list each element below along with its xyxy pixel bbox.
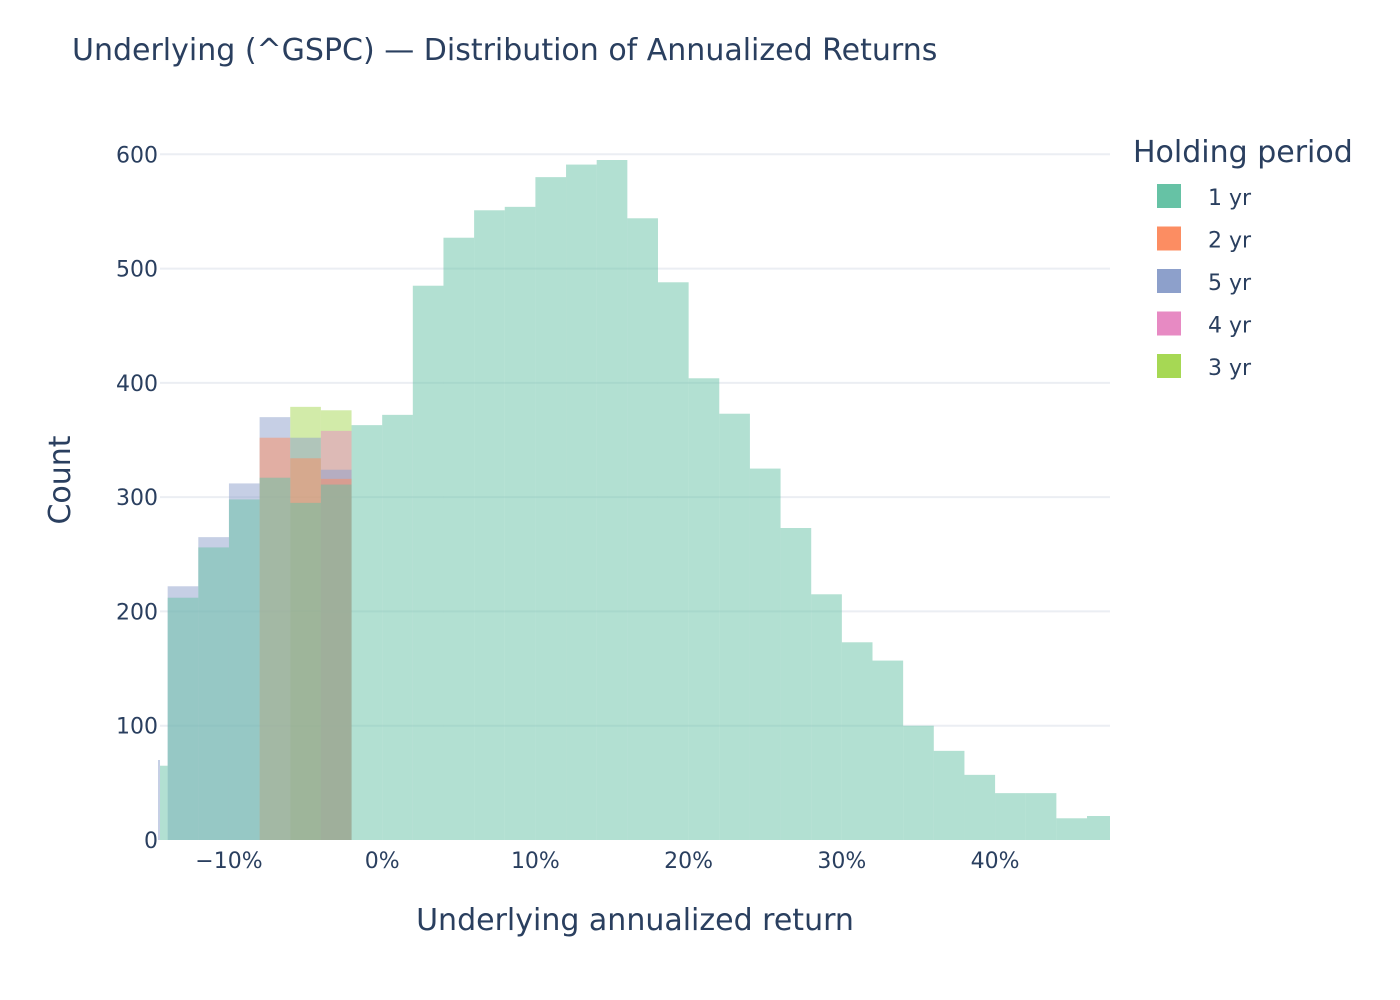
y-axis-ticks: 0 100 200 300 400 500 600 xyxy=(116,143,158,854)
histogram-bar-5yr xyxy=(158,760,160,840)
histogram-bar-1yr xyxy=(780,528,812,840)
legend-swatch xyxy=(1157,354,1181,378)
histogram-bar-1yr xyxy=(320,484,352,840)
histogram-bar-1yr xyxy=(903,725,934,840)
histogram-bar-1yr xyxy=(535,177,567,841)
histogram-bar-1yr xyxy=(443,237,475,840)
chart-title: Underlying (^GSPC) — Distribution of Ann… xyxy=(72,33,937,68)
x-tick-label: 0% xyxy=(365,849,400,874)
histogram-bar-1yr xyxy=(688,378,720,840)
histogram-bar-1yr xyxy=(964,774,996,840)
x-tick-label: 10% xyxy=(511,849,560,874)
histogram-bar-1yr xyxy=(566,164,597,841)
legend-label: 5 yr xyxy=(1208,271,1252,296)
histogram-bar-1yr xyxy=(198,547,229,840)
legend-label: 3 yr xyxy=(1208,356,1252,381)
histogram-bar-1yr xyxy=(290,502,321,840)
histogram-bar-1yr xyxy=(228,499,260,840)
legend-swatch xyxy=(1157,226,1181,251)
x-tick-label: 20% xyxy=(664,849,713,874)
histogram-bar-1yr xyxy=(811,594,842,840)
y-tick-label: 0 xyxy=(144,829,158,854)
y-tick-label: 600 xyxy=(116,143,158,168)
legend-label: 2 yr xyxy=(1208,229,1252,254)
x-tick-label: −10% xyxy=(195,849,262,874)
histogram-bar-1yr xyxy=(995,793,1026,840)
x-tick-label: 30% xyxy=(817,849,866,874)
histogram-bar-1yr xyxy=(504,206,536,840)
histogram-bar-1yr xyxy=(872,660,904,840)
histogram-bar-1yr xyxy=(1087,816,1110,840)
legend-label: 4 yr xyxy=(1208,314,1252,339)
histogram-bar-1yr xyxy=(412,285,444,840)
legend-swatch xyxy=(1157,269,1181,293)
x-axis-title: Underlying annualized return xyxy=(416,903,854,938)
y-tick-label: 100 xyxy=(116,715,158,740)
y-tick-label: 300 xyxy=(116,486,158,511)
legend-swatch xyxy=(1157,184,1181,208)
legend-label: 1 yr xyxy=(1208,186,1252,211)
histogram-bar-1yr xyxy=(1025,793,1057,840)
y-tick-label: 200 xyxy=(116,600,158,625)
histogram-bar-1yr xyxy=(933,750,965,840)
y-axis-title: Count xyxy=(43,435,78,524)
histogram-bar-1yr xyxy=(627,218,658,841)
histogram-bar-1yr xyxy=(749,468,781,840)
histogram-bar-1yr xyxy=(1056,818,1088,840)
histogram-bar-1yr xyxy=(259,477,291,840)
histogram-bar-1yr xyxy=(841,642,873,840)
y-tick-label: 400 xyxy=(116,372,158,397)
legend: Holding period 1 yr 2 yr 5 yr 4 yr 3 yr xyxy=(1133,135,1353,381)
x-axis-ticks: −10% 0% 10% 20% 30% 40% xyxy=(195,849,1019,874)
y-tick-label: 500 xyxy=(116,258,158,283)
bars-layer-1yr xyxy=(160,160,1110,841)
histogram-bar-1yr xyxy=(167,597,199,840)
legend-title: Holding period xyxy=(1133,135,1353,170)
histogram-bar-1yr xyxy=(719,413,750,840)
histogram-bar-1yr xyxy=(657,282,689,840)
x-tick-label: 40% xyxy=(971,849,1020,874)
histogram-bar-1yr xyxy=(596,160,628,840)
legend-swatch xyxy=(1157,311,1181,336)
histogram-bar-1yr xyxy=(382,414,413,840)
histogram-bar-1yr xyxy=(474,210,505,841)
histogram-bar-1yr xyxy=(351,425,383,840)
histogram-bar-1yr xyxy=(160,765,168,840)
